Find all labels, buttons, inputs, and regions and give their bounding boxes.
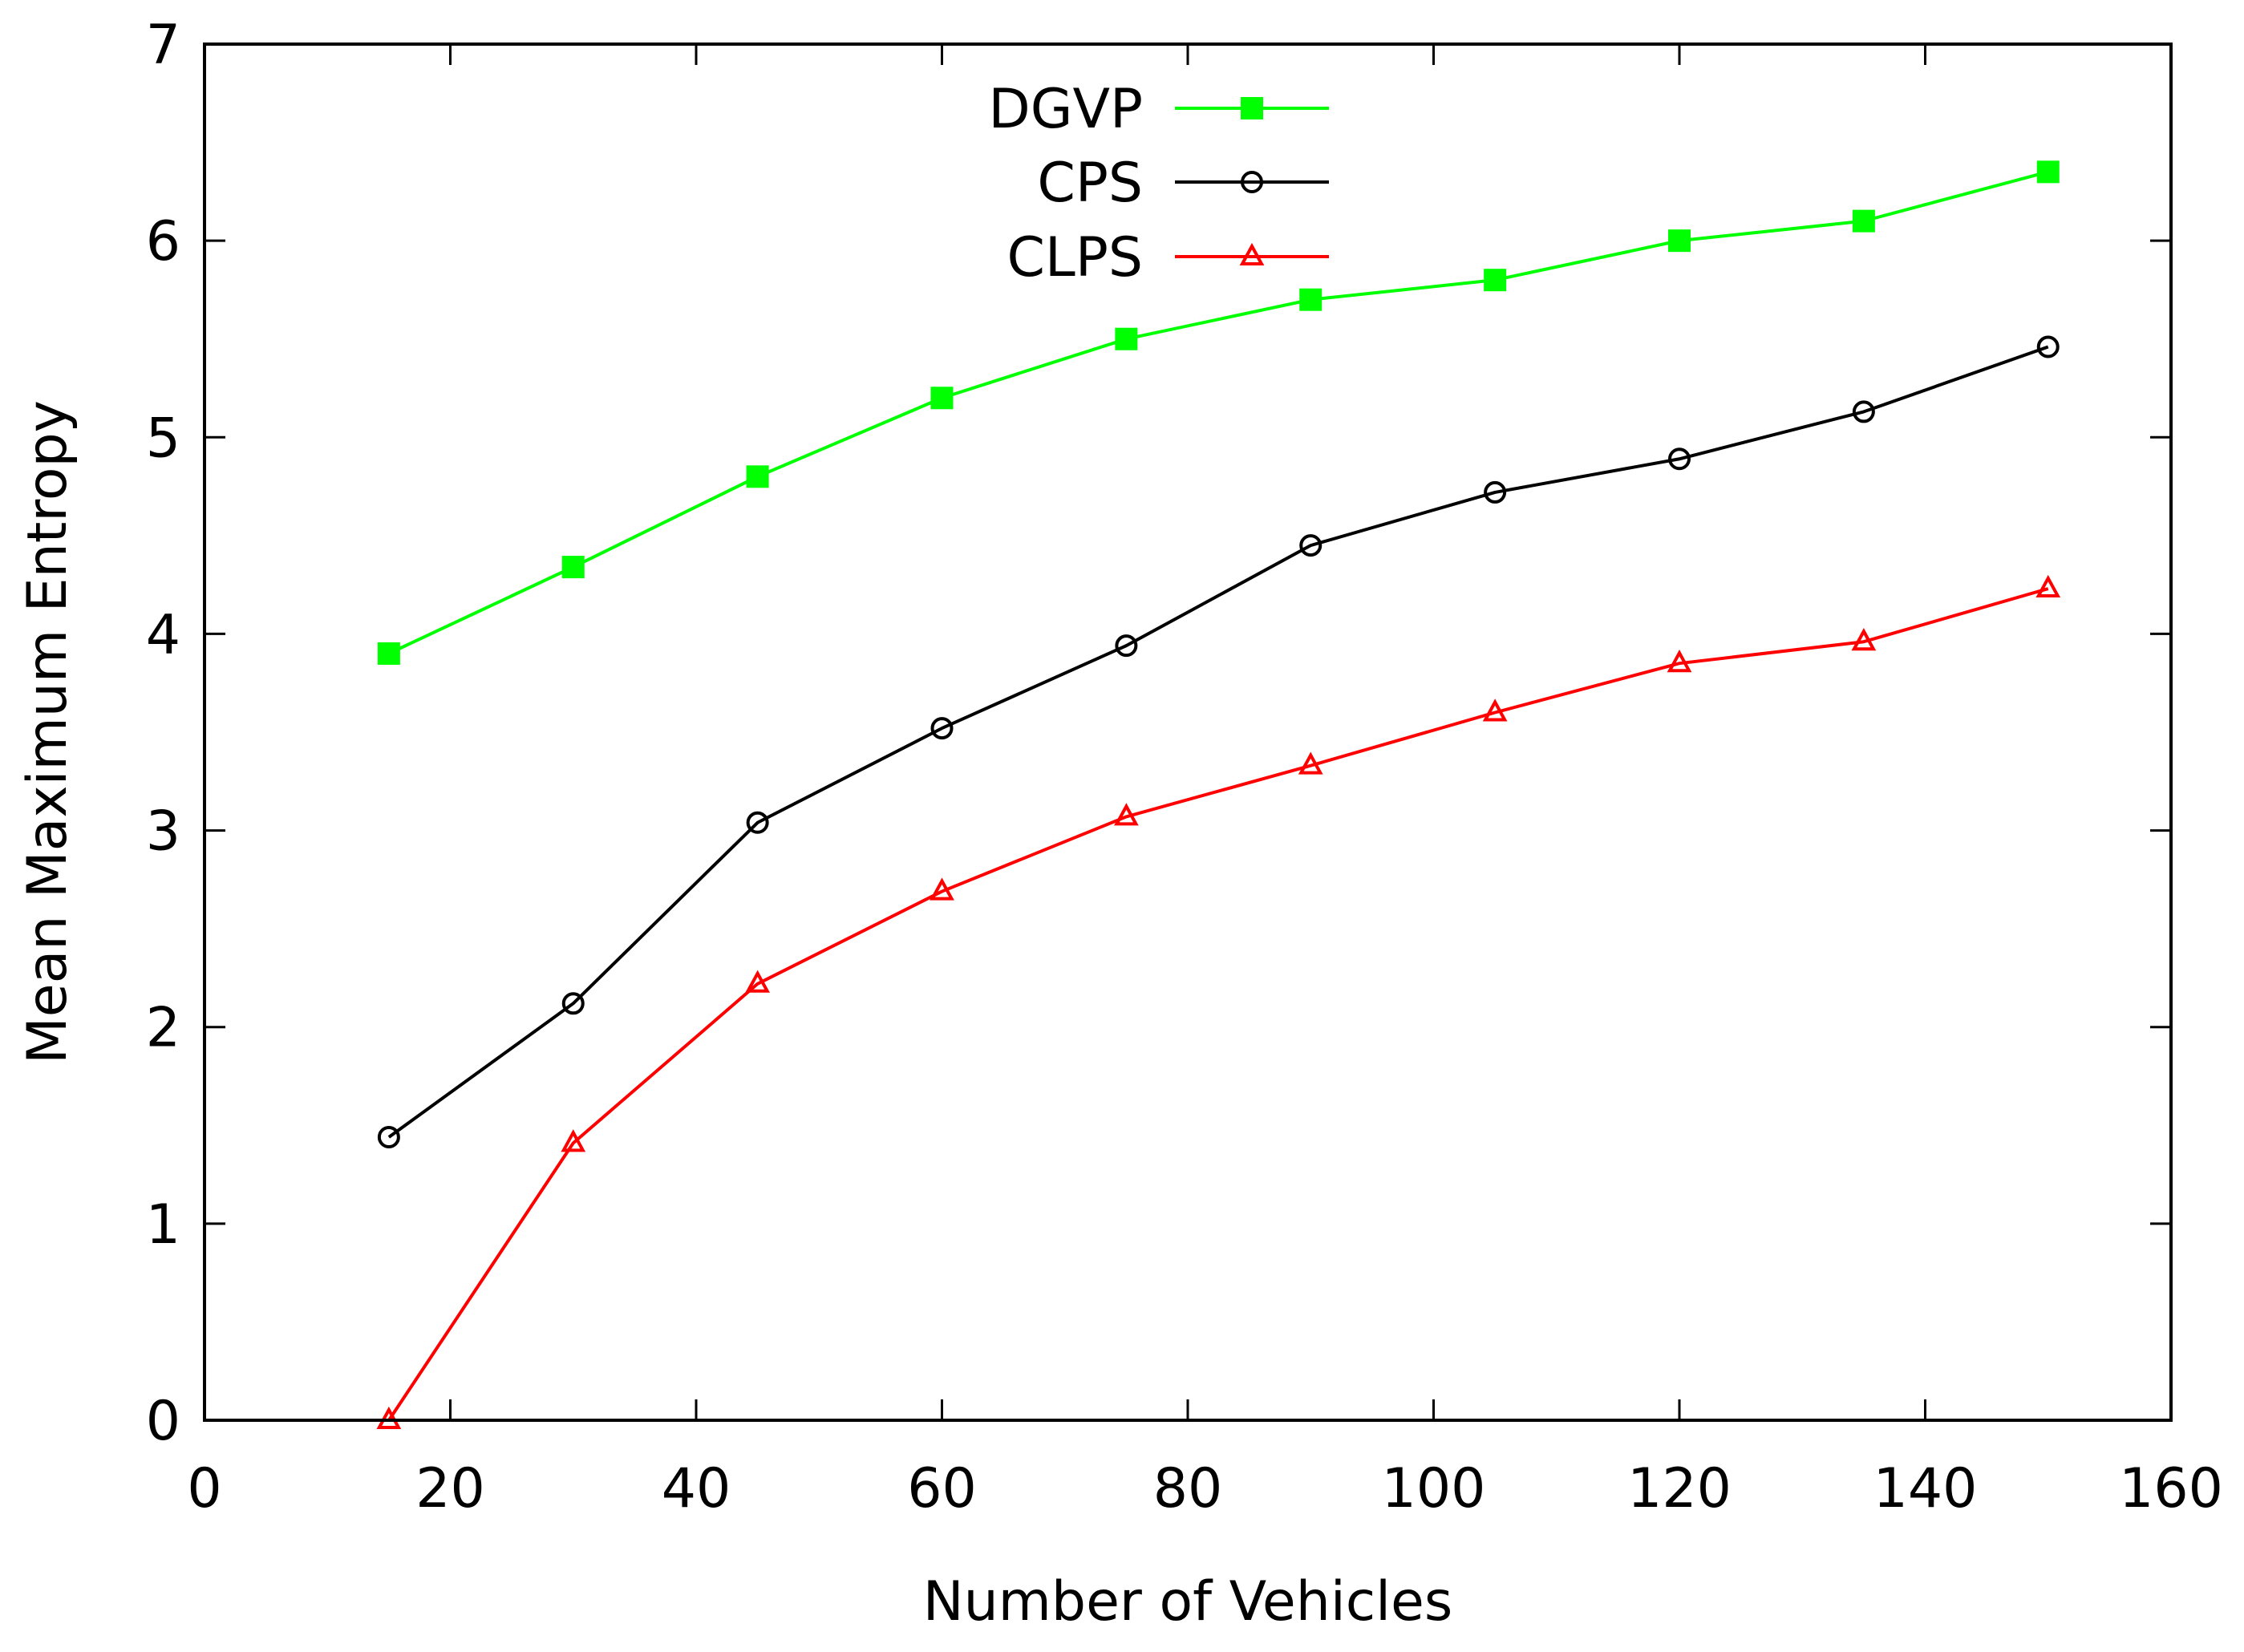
data-point-clps	[930, 877, 954, 901]
y-tick-label: 2	[146, 997, 180, 1060]
data-point-cps	[2036, 335, 2060, 358]
x-tick-label: 60	[907, 1457, 977, 1520]
data-point-dgvp	[746, 465, 769, 488]
data-point-cps	[1484, 480, 1507, 504]
legend-label-clps: CLPS	[1007, 226, 1143, 290]
series-line-dgvp	[388, 170, 2049, 655]
y-tick-label: 7	[146, 14, 180, 77]
y-tick-label: 4	[146, 603, 180, 666]
data-point-clps	[1114, 803, 1139, 826]
series-line-clps	[387, 587, 2049, 1422]
x-tick-label: 0	[187, 1457, 221, 1520]
data-point-cps	[1668, 447, 1691, 471]
data-point-clps	[1851, 628, 1877, 651]
data-point-dgvp	[1852, 209, 1875, 233]
data-point-clps	[561, 1129, 586, 1152]
y-tick-label: 1	[146, 1193, 180, 1257]
data-point-cps	[561, 992, 585, 1015]
legend: DGVP CPS CLPS	[988, 78, 1329, 290]
data-point-dgvp	[1668, 229, 1691, 253]
data-point-clps	[2035, 574, 2061, 598]
data-point-clps	[1298, 751, 1323, 775]
y-tick-label: 3	[146, 800, 180, 864]
x-tick-label: 100	[1382, 1457, 1486, 1520]
data-point-clps	[1667, 650, 1692, 673]
data-point-cps	[930, 717, 954, 740]
data-point-cps	[746, 811, 769, 834]
data-point-dgvp	[930, 387, 954, 410]
legend-marker-clps	[1239, 242, 1265, 265]
data-point-clps	[1482, 698, 1508, 722]
x-tick-label: 80	[1153, 1457, 1223, 1520]
x-tick-label: 140	[1873, 1457, 1978, 1520]
data-point-cps	[377, 1125, 400, 1148]
y-axis-label: Mean Maximum Entropy	[16, 400, 79, 1064]
x-axis-label: Number of Vehicles	[923, 1570, 1453, 1634]
plot-frame	[203, 43, 2173, 1422]
series-layer	[376, 160, 2061, 1429]
data-point-cps	[1852, 400, 1875, 423]
data-point-dgvp	[1299, 288, 1323, 311]
x-tick-label: 160	[2119, 1457, 2223, 1520]
y-tick-label: 6	[146, 210, 180, 273]
data-point-dgvp	[2036, 160, 2060, 184]
y-tick-label: 5	[146, 407, 180, 470]
data-point-dgvp	[377, 642, 400, 665]
y-tick-label: 0	[146, 1390, 180, 1453]
legend-label-cps: CPS	[1037, 152, 1143, 215]
data-point-cps	[1115, 634, 1138, 658]
data-point-dgvp	[1484, 269, 1507, 292]
series-cps	[377, 335, 2060, 1148]
series-line-cps	[387, 345, 2049, 1139]
legend-marker-cps	[1241, 171, 1263, 193]
data-point-clps	[745, 970, 770, 993]
data-point-dgvp	[561, 556, 585, 579]
tick-labels: 0 20 40 60 80 100 120 140 160 0 1 2 3 4 5 6 7	[146, 14, 2223, 1520]
data-point-cps	[1299, 534, 1323, 557]
x-tick-label: 20	[415, 1457, 485, 1520]
data-point-dgvp	[1115, 327, 1138, 350]
x-tick-label: 120	[1627, 1457, 1732, 1520]
series-dgvp	[377, 160, 2060, 665]
series-clps	[376, 574, 2061, 1429]
legend-marker-dgvp	[1241, 97, 1263, 119]
legend-label-dgvp: DGVP	[988, 78, 1143, 141]
x-tick-label: 40	[662, 1457, 731, 1520]
